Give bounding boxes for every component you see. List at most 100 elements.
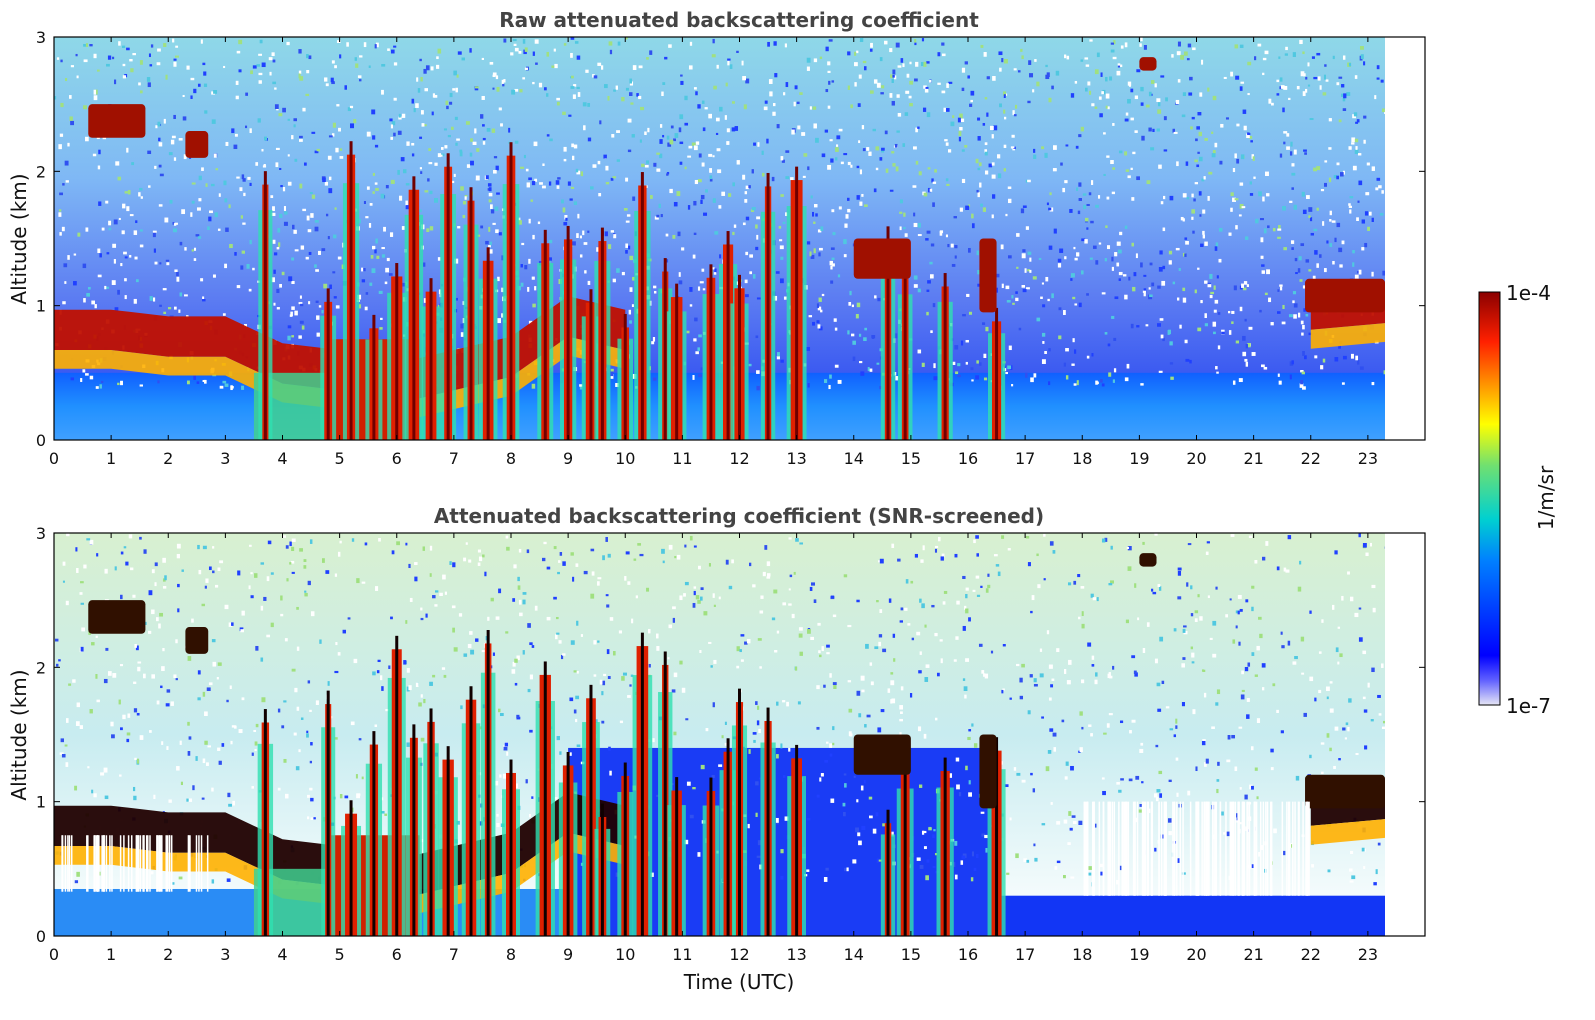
plume-streak	[469, 187, 473, 440]
plume-streak	[663, 258, 667, 440]
screened-surface-layer	[996, 895, 1386, 936]
plume-streak	[640, 172, 644, 440]
plume-streak	[372, 314, 376, 440]
screened-gaps	[61, 801, 1310, 896]
plume-streak	[395, 263, 399, 440]
cloud-feature	[185, 627, 209, 654]
x-tick-label: 6	[392, 945, 402, 964]
plume-streak	[766, 172, 770, 440]
cloud-feature	[1139, 57, 1157, 71]
x-axis-label: Time (UTC)	[683, 970, 795, 994]
x-tick-label: 1	[106, 945, 116, 964]
plume-streak	[429, 278, 433, 440]
plume-streak	[446, 153, 450, 440]
x-tick-label: 15	[901, 945, 921, 964]
plume-streak	[469, 686, 473, 936]
x-tick-label: 0	[49, 449, 59, 468]
x-tick-label: 0	[49, 945, 59, 964]
plume-streak	[566, 225, 570, 440]
plume-streak	[349, 141, 353, 440]
x-tick-label: 14	[844, 449, 864, 468]
plume-streak	[623, 313, 627, 440]
x-tick-label: 20	[1186, 945, 1206, 964]
x-tick-label: 8	[506, 449, 516, 468]
plume-streak	[663, 651, 667, 936]
x-tick-label: 7	[449, 449, 459, 468]
plume-streak	[903, 758, 907, 936]
cloud-features	[88, 553, 1386, 809]
x-tick-label: 3	[220, 449, 230, 468]
plume-streak	[623, 762, 627, 936]
y-tick-label: 0	[36, 431, 46, 450]
cloud-feature	[1305, 278, 1386, 313]
plume-streak	[486, 247, 490, 440]
y-tick-label: 2	[36, 162, 46, 181]
cloud-feature	[1305, 774, 1386, 809]
plot-area	[54, 37, 1425, 440]
y-axis-label: Altitude (km)	[7, 173, 31, 304]
y-tick-label: 3	[36, 524, 46, 543]
plume-streak	[766, 707, 770, 936]
x-tick-label: 13	[786, 449, 806, 468]
no-data-region	[1385, 37, 1425, 440]
cloud-feature	[979, 238, 997, 313]
plume-streak	[543, 229, 547, 440]
x-tick-label: 7	[449, 945, 459, 964]
cloud-feature	[853, 734, 911, 775]
y-tick-label: 3	[36, 28, 46, 47]
cloud-feature	[185, 131, 209, 158]
colorbar	[1478, 291, 1501, 706]
plume-streak	[486, 630, 490, 936]
plume-streak	[709, 777, 713, 936]
plume-streak	[326, 690, 330, 936]
plume-streak	[738, 688, 741, 936]
x-tick-label: 23	[1358, 449, 1378, 468]
x-tick-label: 8	[506, 945, 516, 964]
x-tick-label: 6	[392, 449, 402, 468]
x-tick-label: 4	[277, 945, 287, 964]
panel-title: Raw attenuated backscattering coefficien…	[499, 8, 979, 32]
plume-streak	[943, 273, 947, 440]
plume-streak	[509, 142, 513, 440]
y-tick-label: 1	[36, 297, 46, 316]
x-tick-label: 2	[163, 945, 173, 964]
plume-streak	[349, 800, 353, 936]
plume-streak	[726, 231, 730, 440]
x-tick-label: 21	[1243, 449, 1263, 468]
plume-streak	[446, 746, 450, 936]
no-data-region	[1385, 533, 1425, 936]
plume-streak	[509, 759, 513, 936]
x-tick-label: 16	[958, 945, 978, 964]
x-tick-label: 1	[106, 449, 116, 468]
x-tick-label: 18	[1072, 449, 1092, 468]
cloud-feature	[88, 600, 146, 634]
cloud-feature	[853, 238, 911, 279]
x-tick-label: 18	[1072, 945, 1092, 964]
x-tick-label: 10	[615, 945, 635, 964]
plume-streak	[886, 226, 890, 440]
plume-streak	[675, 283, 679, 440]
plume-streak	[640, 632, 644, 936]
colorbar-unit-label: 1/m/sr	[1534, 465, 1558, 530]
x-tick-label: 20	[1186, 449, 1206, 468]
plume-streak	[412, 724, 416, 936]
plume-streak	[995, 307, 999, 440]
plot-area	[54, 533, 1425, 936]
plume-streak	[600, 227, 604, 440]
x-tick-label: 3	[220, 945, 230, 964]
cloud-feature	[88, 104, 146, 138]
x-tick-label: 10	[615, 449, 635, 468]
panel-title: Attenuated backscattering coefficient (S…	[434, 504, 1044, 528]
plume-streak	[943, 757, 947, 936]
x-axis: 0 1 2 3 4 5 6 7 8 9 10 11 12 13 14 15 16 17 18 19 20 21 22 23	[49, 533, 1378, 964]
y-tick-label: 0	[36, 927, 46, 946]
plume-streak	[903, 264, 907, 440]
plume-streak	[395, 635, 399, 936]
x-tick-label: 11	[672, 945, 692, 964]
x-tick-label: 12	[729, 449, 749, 468]
x-tick-label: 11	[672, 449, 692, 468]
x-tick-label: 17	[1015, 449, 1035, 468]
x-tick-label: 9	[563, 449, 573, 468]
x-tick-label: 19	[1129, 449, 1149, 468]
